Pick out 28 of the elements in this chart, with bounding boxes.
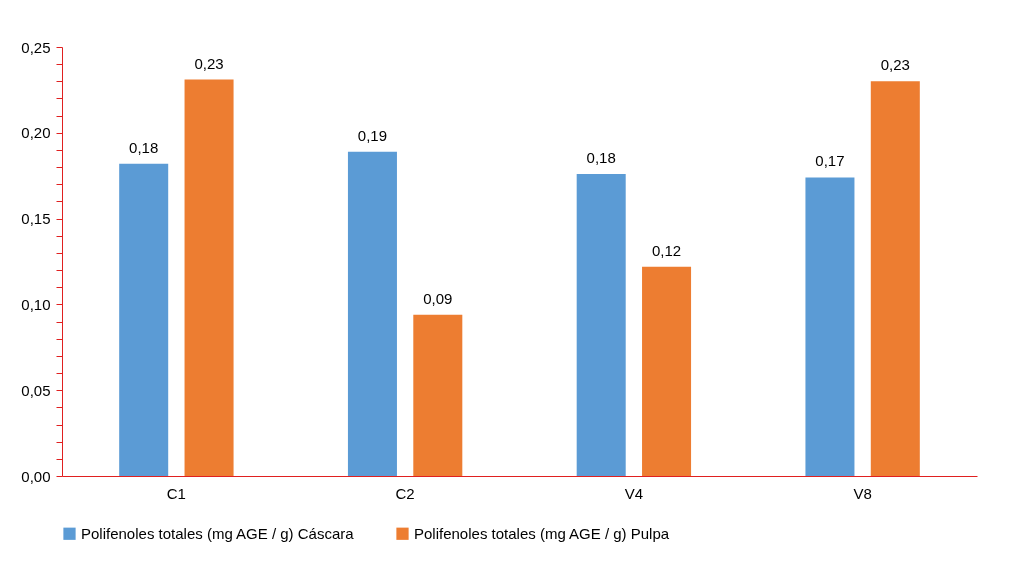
bar — [576, 173, 626, 476]
y-tick-label: 0,20 — [21, 124, 51, 142]
x-tick-label: V4 — [624, 484, 644, 502]
y-tick-label: 0,15 — [21, 210, 51, 228]
y-tick-label: 0,25 — [21, 38, 51, 56]
bar — [413, 314, 463, 476]
bar — [119, 163, 169, 476]
bar — [805, 177, 855, 476]
bar — [347, 151, 397, 476]
data-label: 0,19 — [357, 126, 388, 144]
data-label: 0,17 — [815, 152, 845, 170]
data-label: 0,18 — [129, 138, 159, 156]
bar — [870, 81, 920, 476]
data-label: 0,12 — [651, 241, 682, 259]
data-label: 0,09 — [423, 289, 453, 307]
y-tick-label: 0,05 — [21, 381, 51, 399]
legend-label: Polifenoles totales (mg AGE / g) Pulpa — [414, 524, 670, 542]
x-tick-label: V8 — [853, 484, 872, 502]
y-tick-label: 0,00 — [21, 467, 51, 485]
data-label: 0,23 — [194, 54, 224, 72]
legend-label: Polifenoles totales (mg AGE / g) Cáscara — [81, 524, 355, 542]
data-label: 0,18 — [586, 148, 616, 166]
y-tick-label: 0,10 — [21, 295, 51, 313]
data-label: 0,23 — [880, 56, 910, 74]
x-tick-label: C1 — [166, 484, 186, 502]
bar — [642, 266, 692, 476]
bar — [184, 79, 234, 476]
x-tick-label: C2 — [395, 484, 415, 502]
